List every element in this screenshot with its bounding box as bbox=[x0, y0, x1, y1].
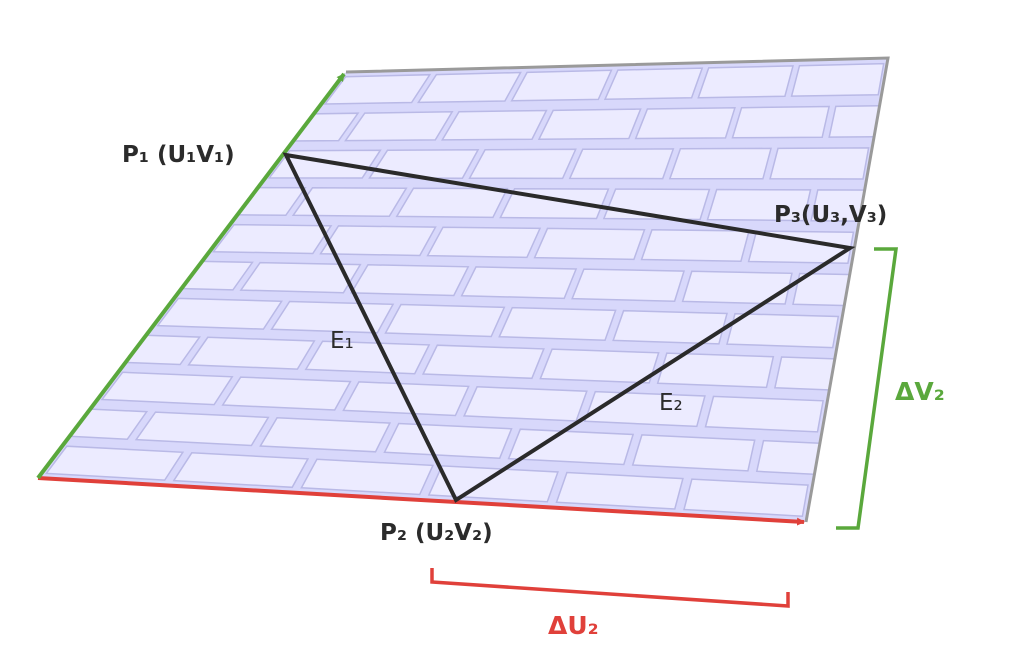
brick bbox=[603, 67, 704, 101]
brick bbox=[825, 400, 888, 437]
brick-pattern bbox=[38, 61, 936, 522]
brick bbox=[156, 297, 283, 330]
brick bbox=[915, 190, 926, 222]
brick bbox=[395, 187, 509, 219]
brick bbox=[555, 471, 684, 510]
brick bbox=[417, 71, 522, 104]
brick bbox=[683, 478, 809, 517]
brick bbox=[239, 261, 362, 294]
brick bbox=[498, 306, 617, 341]
brick bbox=[344, 111, 454, 142]
brick bbox=[539, 348, 660, 384]
brick bbox=[319, 225, 437, 257]
delta-v-label: ΔV₂ bbox=[895, 377, 945, 406]
brick bbox=[44, 445, 185, 481]
brick bbox=[810, 484, 888, 522]
brick bbox=[172, 452, 310, 489]
brick bbox=[568, 148, 675, 180]
brick bbox=[571, 268, 686, 302]
brick bbox=[681, 270, 793, 305]
brick bbox=[884, 61, 888, 96]
brick bbox=[426, 226, 542, 259]
e1-label: E₁ bbox=[330, 328, 354, 354]
brick bbox=[697, 65, 794, 99]
brick bbox=[468, 148, 577, 180]
brick bbox=[421, 344, 545, 380]
brick bbox=[134, 411, 270, 447]
p1-label: P₁ (U₁V₁) bbox=[122, 142, 235, 168]
brick bbox=[926, 105, 936, 136]
brick bbox=[460, 266, 578, 300]
brick bbox=[300, 458, 435, 496]
brick bbox=[510, 69, 613, 102]
brick bbox=[583, 390, 706, 428]
surface-border bbox=[345, 56, 890, 523]
brick bbox=[704, 395, 824, 433]
brick bbox=[634, 107, 736, 140]
triangle bbox=[282, 152, 856, 503]
brick bbox=[221, 376, 352, 411]
v-axis-arrow bbox=[36, 72, 346, 480]
delta-v-bracket bbox=[836, 247, 899, 530]
brick bbox=[747, 230, 855, 265]
brick bbox=[462, 386, 588, 422]
brick bbox=[304, 340, 431, 375]
brick bbox=[640, 228, 750, 263]
brick bbox=[350, 264, 470, 297]
brick bbox=[790, 62, 885, 97]
brick bbox=[668, 147, 772, 180]
brick bbox=[537, 108, 642, 140]
brick bbox=[507, 428, 635, 466]
brick bbox=[612, 309, 728, 345]
brick bbox=[427, 465, 559, 503]
brick-surface bbox=[38, 58, 936, 522]
brick bbox=[656, 352, 775, 389]
delta-u-bracket bbox=[430, 568, 790, 608]
brick bbox=[212, 223, 333, 255]
brick bbox=[631, 434, 756, 472]
brick bbox=[533, 227, 646, 261]
p3-label: P₃(U₃,V₃) bbox=[774, 202, 887, 228]
brick bbox=[840, 316, 888, 351]
brick bbox=[259, 417, 392, 453]
brick bbox=[368, 149, 480, 179]
brick bbox=[384, 303, 506, 338]
delta-u-label: ΔU₂ bbox=[548, 611, 599, 640]
brick bbox=[880, 445, 888, 479]
brick bbox=[100, 371, 234, 406]
p2-label: P₂ (U₂V₂) bbox=[380, 520, 493, 546]
brick bbox=[323, 73, 432, 105]
brick bbox=[869, 146, 888, 180]
brick bbox=[726, 312, 840, 349]
brick bbox=[903, 276, 914, 308]
brick bbox=[706, 188, 812, 222]
e2-label: E₂ bbox=[659, 390, 683, 416]
brick bbox=[769, 147, 870, 180]
brick bbox=[731, 105, 831, 139]
u-axis-arrow bbox=[37, 476, 805, 526]
brick bbox=[187, 336, 316, 370]
brick bbox=[383, 422, 513, 459]
brick bbox=[440, 109, 548, 141]
